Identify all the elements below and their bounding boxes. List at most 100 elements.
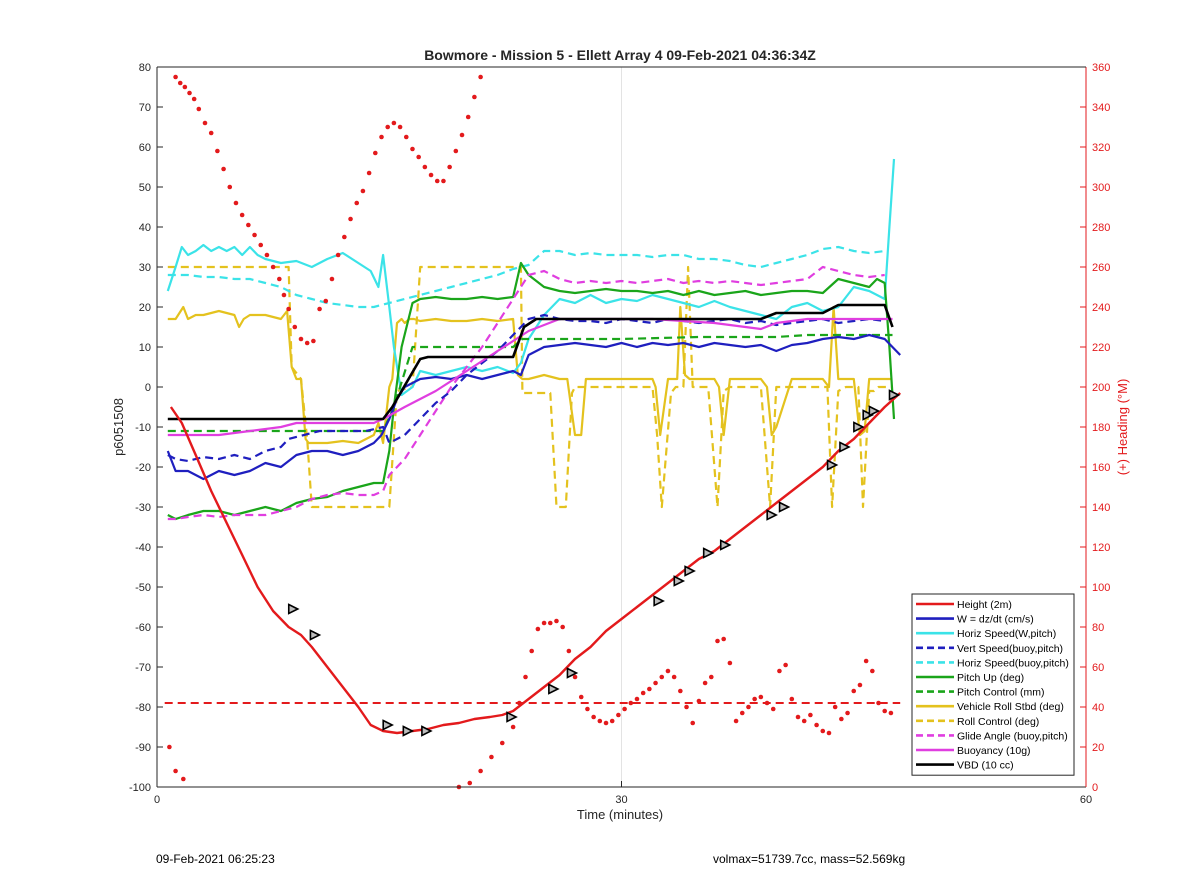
heading-lower-point [510,724,516,730]
waypoint-marker [506,711,518,723]
heading-lower-point [499,740,505,746]
y-tick-label: 0 [145,382,151,394]
heading-upper-point [329,276,335,282]
y-tick-label: -60 [135,622,151,634]
vbd-10-cc-line [167,303,894,421]
waypoint-marker [566,667,579,679]
y-tick-label: -20 [135,462,151,474]
y2-tick-label: 160 [1092,462,1110,474]
heading-lower-point [876,700,881,706]
heading-lower-point [721,636,726,642]
heading-upper-point [202,120,208,126]
heading-lower-point [820,728,826,734]
heading-upper-point [453,148,459,154]
heading-upper-point [246,222,251,228]
heading-lower-point [739,710,745,716]
y2-tick-label: 200 [1092,382,1110,394]
legend-label-buoyancy-10g: Buoyancy (10g) [957,745,1031,757]
heading-lower-point [808,712,813,718]
heading-lower-point [795,714,801,720]
heading-upper-point [385,124,391,130]
legend-label-pitch-control-mm: Pitch Control (mm) [957,687,1045,699]
waypoint-marker [402,725,415,737]
heading-lower-point [489,754,494,760]
heading-upper-point [270,264,276,270]
heading-lower-point [709,674,714,680]
heading-upper-point [196,106,202,112]
heading-lower-point [173,768,178,774]
legend-label-horiz-speed-w-pitch: Horiz Speed(W,pitch) [957,628,1056,640]
heading-upper-point [221,166,226,172]
heading-lower-point [554,618,559,624]
heading-upper-point [354,200,360,206]
waypoint-marker [382,719,394,731]
y2-tick-label: 340 [1092,102,1110,114]
legend-label-pitch-up-deg: Pitch Up (deg) [957,672,1024,684]
heading-lower-point [591,714,596,720]
heading-lower-point [529,648,534,654]
heading-upper-point [459,132,465,138]
heading-upper-point [434,178,440,184]
heading-upper-point [286,306,291,312]
heading-lower-point [181,776,186,782]
y-tick-label: -70 [135,662,151,674]
heading-lower-point [616,712,621,718]
heading-upper-point [173,74,178,80]
waypoint-marker [421,725,433,737]
legend-label-vert-speed-buoy-pitch: Vert Speed(buoy,pitch) [957,643,1063,655]
w-dz-dt-cm-s-line [166,333,901,481]
heading-lower-point [696,698,702,704]
heading-lower-point [870,668,875,674]
waypoint-marker [766,509,778,521]
heading-lower-point [572,674,578,680]
heading-lower-point [752,696,757,702]
y-tick-label: -30 [135,502,151,514]
y-tick-label: 70 [139,102,151,114]
waypoint-marker [853,421,865,433]
heading-upper-point [281,292,287,298]
heading-upper-point [298,336,304,342]
legend-label-w-dz-dt-cm-s: W = dz/dt (cm/s) [957,614,1034,626]
waypoint-marker [888,389,901,401]
y-tick-label: 40 [139,222,151,234]
y-axis-label: p6051508 [111,398,126,456]
y2-tick-label: 180 [1092,422,1110,434]
heading-lower-point [845,710,850,716]
heading-upper-point [441,178,446,184]
heading-lower-point [665,668,671,674]
heading-upper-point [373,150,378,156]
heading-lower-point [684,704,689,710]
heading-upper-point [465,114,471,120]
vehicle-roll-stbd-deg-line [167,305,893,445]
heading-upper-point [422,164,428,170]
legend-label-roll-control-deg: Roll Control (deg) [957,716,1039,728]
heading-lower-point [578,694,584,700]
heading-upper-point [233,200,239,206]
heading-lower-point [167,744,172,750]
y2-tick-label: 0 [1092,782,1098,794]
heading-lower-point [727,660,733,666]
heading-lower-point [640,690,646,696]
heading-upper-point [416,154,421,160]
y2-tick-label: 80 [1092,622,1104,634]
heading-upper-point [191,96,197,102]
heading-upper-point [342,234,347,240]
heading-upper-point [366,170,372,176]
waypoint-marker [548,683,560,695]
y2-tick-label: 300 [1092,182,1110,194]
x-tick-label: 60 [1080,794,1092,806]
heading-upper-point [335,252,341,258]
heading-lower-point [882,708,888,714]
heading-upper-point [323,298,329,304]
legend-label-vehicle-roll-stbd-deg: Vehicle Roll Stbd (deg) [957,701,1064,713]
y-tick-label: 10 [139,342,151,354]
heading-upper-point [410,146,415,152]
heading-upper-point [348,216,353,222]
y2-tick-label: 240 [1092,302,1110,314]
heading-lower-point [622,706,627,712]
y-tick-label: 30 [139,262,151,274]
heading-lower-point [770,706,776,712]
heading-lower-point [634,696,640,702]
y-tick-label: -100 [129,782,151,794]
